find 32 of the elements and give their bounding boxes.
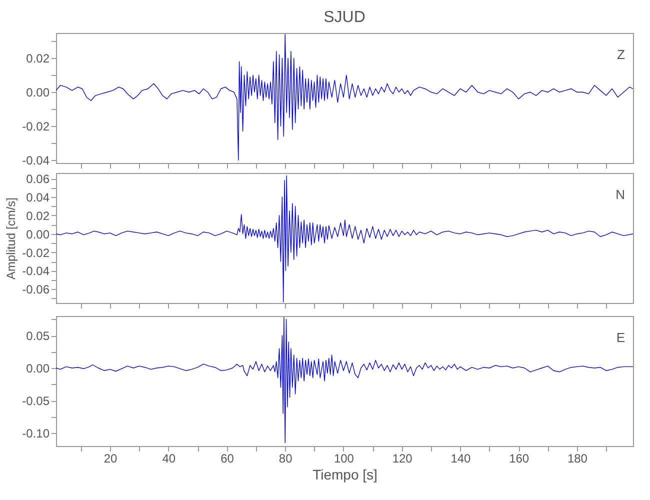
y-tick-label: 0.02 [26,208,50,223]
y-tick-label: -0.04 [22,264,50,278]
x-tick-label: 180 [567,452,588,466]
y-tick-label: -0.06 [22,282,50,297]
y-tick-label: -0.05 [22,394,50,408]
x-tick-label: 100 [334,452,354,466]
x-tick-label: 60 [220,452,234,466]
line-series [56,316,633,444]
y-tick-label: 0.06 [26,172,50,186]
y-tick-label: -0.04 [22,154,50,168]
y-tick-label: -0.02 [22,120,50,134]
y-tick-label: 0.00 [26,86,50,100]
annotation: N [616,187,625,202]
y-tick-label: 0.00 [26,362,50,376]
x-tick-label: 80 [278,452,293,466]
chart-title: SJUD [324,9,366,26]
y-tick-label: 0.05 [26,329,50,343]
y-tick-label: 0.00 [26,227,50,242]
x-axis-title: Tiempo [s] [312,466,378,482]
y-tick-label: -0.02 [22,246,50,260]
x-tick-label: 160 [509,452,530,466]
annotation: Z [617,47,626,62]
annotation: E [616,330,626,345]
y-axis-title: Amplitud [cm/s] [4,197,18,280]
x-tick-label: 20 [104,452,118,466]
x-tick-label: 140 [450,452,472,466]
y-tick-label: 0.02 [26,52,50,66]
y-tick-label: 0.04 [26,190,50,204]
x-tick-label: 120 [392,452,413,466]
y-tick-label: -0.10 [22,426,50,440]
line-series [56,34,633,160]
x-tick-label: 40 [162,452,176,466]
